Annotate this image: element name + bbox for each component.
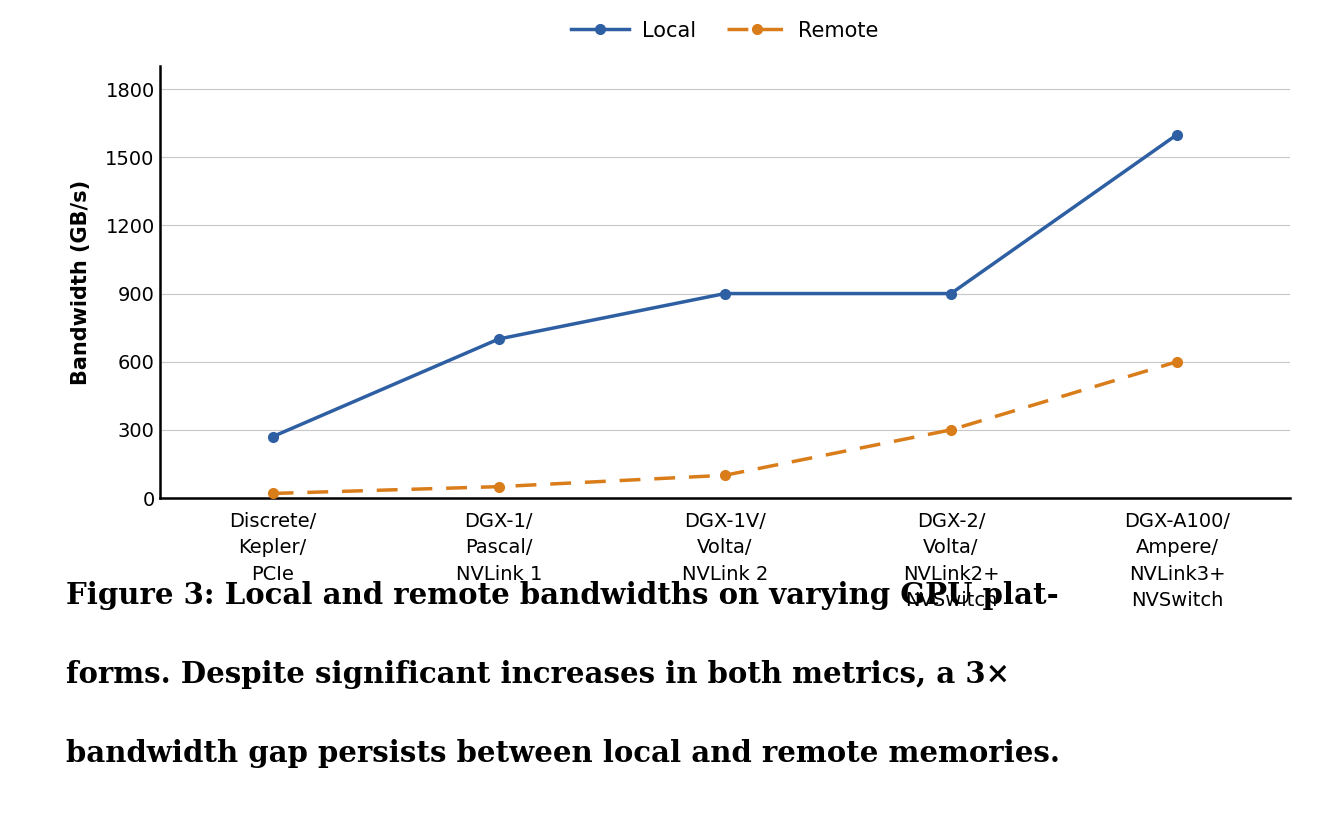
Remote xyxy=(491,481,507,491)
Text: Figure 3: Local and remote bandwidths on varying GPU plat-: Figure 3: Local and remote bandwidths on… xyxy=(66,581,1059,610)
Line: Local: Local xyxy=(267,129,1182,442)
Y-axis label: Bandwidth (GB/s): Bandwidth (GB/s) xyxy=(72,179,92,385)
Local xyxy=(717,289,733,299)
Remote xyxy=(265,489,281,499)
Local xyxy=(1169,129,1185,139)
Legend: Local, Remote: Local, Remote xyxy=(571,21,879,42)
Line: Remote: Remote xyxy=(267,357,1182,498)
Local xyxy=(943,289,959,299)
Text: bandwidth gap persists between local and remote memories.: bandwidth gap persists between local and… xyxy=(66,739,1060,768)
Text: forms. Despite significant increases in both metrics, a 3×: forms. Despite significant increases in … xyxy=(66,660,1011,689)
Remote xyxy=(1169,357,1185,367)
Local xyxy=(491,334,507,344)
Local xyxy=(265,432,281,442)
Remote xyxy=(717,471,733,481)
Remote xyxy=(943,425,959,435)
